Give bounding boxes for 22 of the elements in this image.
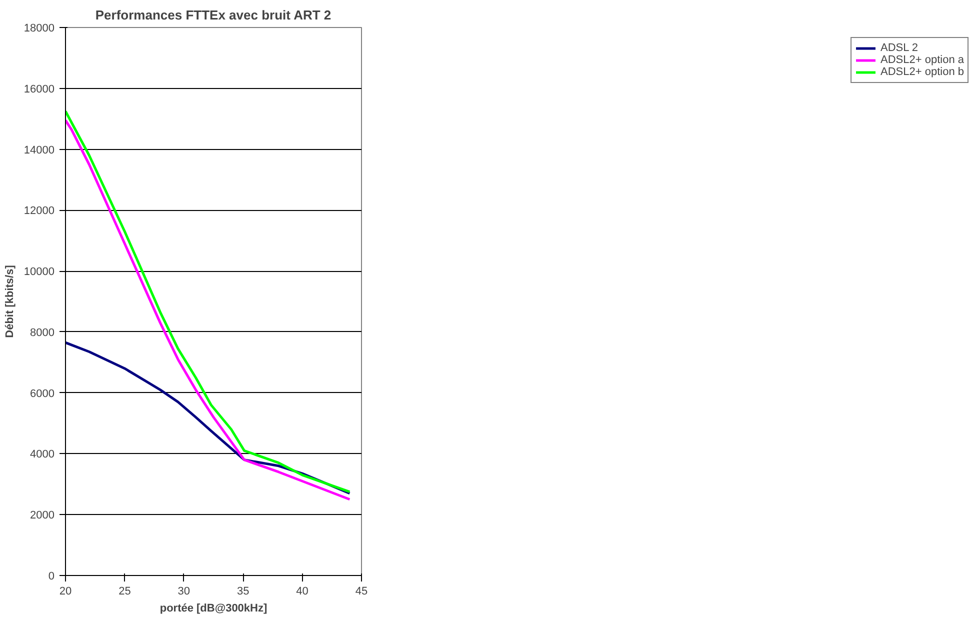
y-tick-label: 2000 <box>30 510 55 522</box>
x-tick-label: 35 <box>236 586 250 598</box>
x-tick-label: 20 <box>59 586 72 598</box>
chart-title: Performances FTTEx avec bruit ART 2 <box>95 8 332 22</box>
legend-label: ADSL 2 <box>880 42 918 54</box>
y-tick-label: 14000 <box>24 144 55 156</box>
x-axis-title: portée [dB@300kHz] <box>160 602 268 614</box>
y-tick-label: 8000 <box>30 326 55 339</box>
y-tick-label: 10000 <box>24 266 55 278</box>
y-tick-label: 0 <box>48 570 55 582</box>
y-tick-label: 16000 <box>24 83 55 96</box>
x-tick-label: 25 <box>118 586 131 598</box>
y-tick-label: 18000 <box>24 22 55 34</box>
y-axis-title: Débit [kbits/s] <box>4 264 16 338</box>
legend-label: ADSL2+ option b <box>880 66 964 78</box>
x-tick-label: 40 <box>296 586 308 598</box>
y-tick-label: 4000 <box>30 448 55 461</box>
x-tick-label: 30 <box>178 586 190 598</box>
y-tick-label: 6000 <box>30 388 55 400</box>
y-tick-label: 12000 <box>24 205 55 218</box>
x-tick-label: 45 <box>355 586 368 598</box>
legend-label: ADSL2+ option a <box>880 54 964 66</box>
